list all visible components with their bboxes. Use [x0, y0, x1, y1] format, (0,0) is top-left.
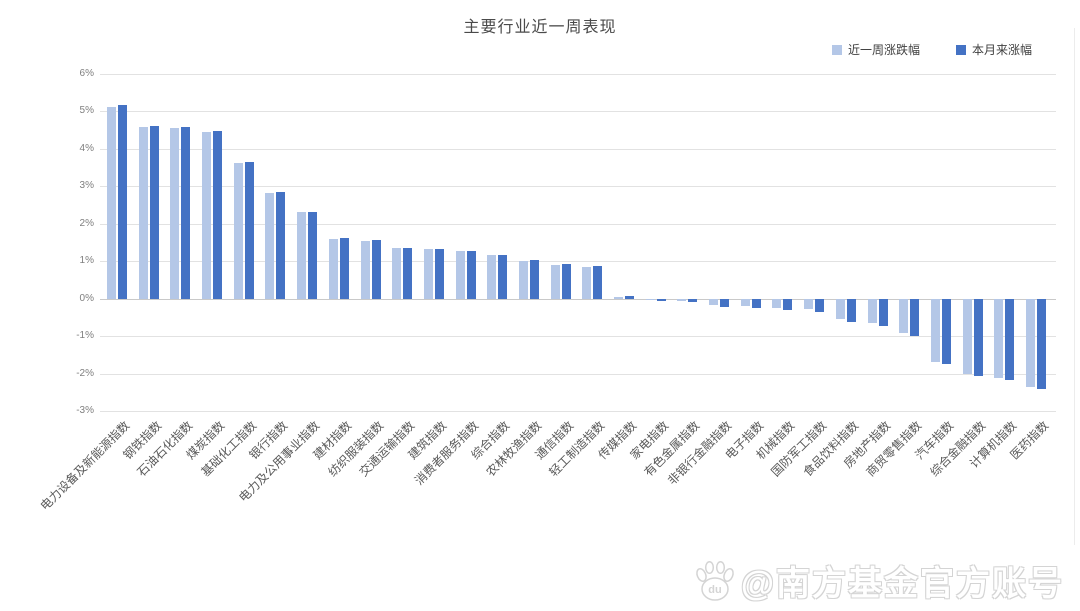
- bar-week-change: [930, 298, 940, 362]
- bar-week-change: [265, 192, 275, 299]
- y-axis-tick-label: -1%: [76, 330, 94, 341]
- gridline: [100, 336, 1056, 337]
- bar-week-change: [835, 298, 845, 320]
- bar-month-change: [910, 298, 920, 336]
- svg-text:du: du: [708, 584, 721, 596]
- bar-week-change: [487, 255, 497, 299]
- bar-week-change: [709, 298, 719, 305]
- legend-item-month-change: 本月来涨幅: [955, 41, 1032, 58]
- chart-title: 主要行业近一周表现: [463, 19, 617, 36]
- bar-month-change: [656, 298, 666, 302]
- bar-month-change: [846, 298, 856, 322]
- y-axis-tick-label: 0%: [79, 292, 94, 304]
- gridline: [100, 223, 1056, 225]
- bar-week-change: [328, 238, 338, 299]
- bar-week-change: [994, 298, 1004, 378]
- legend: 近一周涨跌幅 本月来涨幅: [831, 41, 1032, 58]
- bar-month-change: [403, 248, 413, 299]
- bar-month-change: [751, 298, 761, 309]
- watermark-text: @南方基金官方账号: [740, 565, 1064, 603]
- bar-month-change: [783, 298, 793, 310]
- bar-week-change: [392, 248, 402, 299]
- gridline: [100, 298, 1056, 300]
- bar-week-change: [804, 298, 814, 309]
- bar-month-change: [149, 126, 159, 299]
- bar-month-change: [688, 298, 698, 302]
- chart-area-border: [1074, 28, 1075, 545]
- bar-week-change: [138, 126, 148, 299]
- bar-month-change: [244, 162, 254, 299]
- bar-week-change: [645, 298, 655, 300]
- bar-month-change: [118, 105, 127, 299]
- bar-month-change: [815, 298, 825, 312]
- bar-week-change: [518, 260, 528, 299]
- bar-week-change: [297, 212, 307, 299]
- bar-week-change: [962, 298, 972, 375]
- bar-week-change: [867, 298, 877, 324]
- bar-week-change: [360, 240, 370, 299]
- y-axis-tick-label: 6%: [79, 67, 94, 79]
- legend-item-week-change: 近一周涨跌幅: [831, 41, 920, 58]
- y-axis-tick-label: 4%: [79, 142, 94, 154]
- legend-swatch-week-change: [831, 44, 842, 55]
- category-label: 电力设备及新能源指数: [37, 418, 133, 514]
- y-axis-tick-label: -3%: [76, 405, 94, 416]
- bar-month-change: [276, 192, 286, 299]
- bar-month-change: [529, 260, 539, 299]
- bar-week-change: [550, 264, 560, 299]
- gridline: [100, 261, 1056, 262]
- bar-week-change: [202, 131, 212, 299]
- legend-label-month-change: 本月来涨幅: [971, 43, 1032, 57]
- bar-week-change: [772, 298, 782, 308]
- bar-month-change: [181, 126, 191, 299]
- bar-week-change: [455, 250, 465, 299]
- bar-month-change: [625, 295, 635, 299]
- bar-month-change: [593, 265, 603, 299]
- bar-month-change: [878, 298, 888, 326]
- bar-month-change: [720, 298, 730, 307]
- y-axis-tick-label: 5%: [79, 105, 94, 116]
- bar-week-change: [233, 162, 243, 299]
- bar-month-change: [973, 298, 983, 377]
- bar-week-change: [614, 296, 624, 299]
- bar-month-change: [498, 255, 508, 299]
- bar-week-change: [1026, 298, 1035, 387]
- bar-month-change: [371, 240, 381, 299]
- bar-week-change: [423, 249, 433, 299]
- bar-month-change: [308, 211, 318, 299]
- bar-week-change: [582, 266, 592, 299]
- bar-month-change: [941, 298, 951, 365]
- bar-week-change: [107, 106, 116, 299]
- bar-month-change: [213, 130, 223, 299]
- bar-month-change: [466, 250, 476, 299]
- y-axis-tick-label: -2%: [76, 367, 94, 379]
- bar-week-change: [677, 298, 687, 302]
- bar-month-change: [1005, 298, 1015, 380]
- bar-month-change: [434, 249, 444, 299]
- baidu-paw-icon: du: [696, 560, 734, 601]
- bar-month-change: [561, 264, 571, 299]
- gridline: [100, 186, 1056, 187]
- bar-month-change: [339, 237, 349, 299]
- y-axis-tick-label: 1%: [79, 255, 94, 266]
- legend-swatch-month-change: [955, 44, 966, 55]
- gridline: [100, 111, 1056, 112]
- bar-week-change: [899, 298, 909, 334]
- gridline: [100, 73, 1056, 75]
- watermark: du @南方基金官方账号: [693, 556, 1064, 605]
- gridline: [100, 148, 1056, 150]
- bar-month-change: [1037, 298, 1046, 390]
- y-axis-tick-label: 2%: [79, 217, 94, 229]
- bar-week-change: [740, 298, 750, 306]
- legend-label-week-change: 近一周涨跌幅: [847, 43, 920, 57]
- gridline: [100, 373, 1056, 375]
- bar-week-change: [170, 127, 180, 299]
- y-axis-tick-label: 3%: [79, 180, 94, 191]
- gridline: [100, 411, 1056, 412]
